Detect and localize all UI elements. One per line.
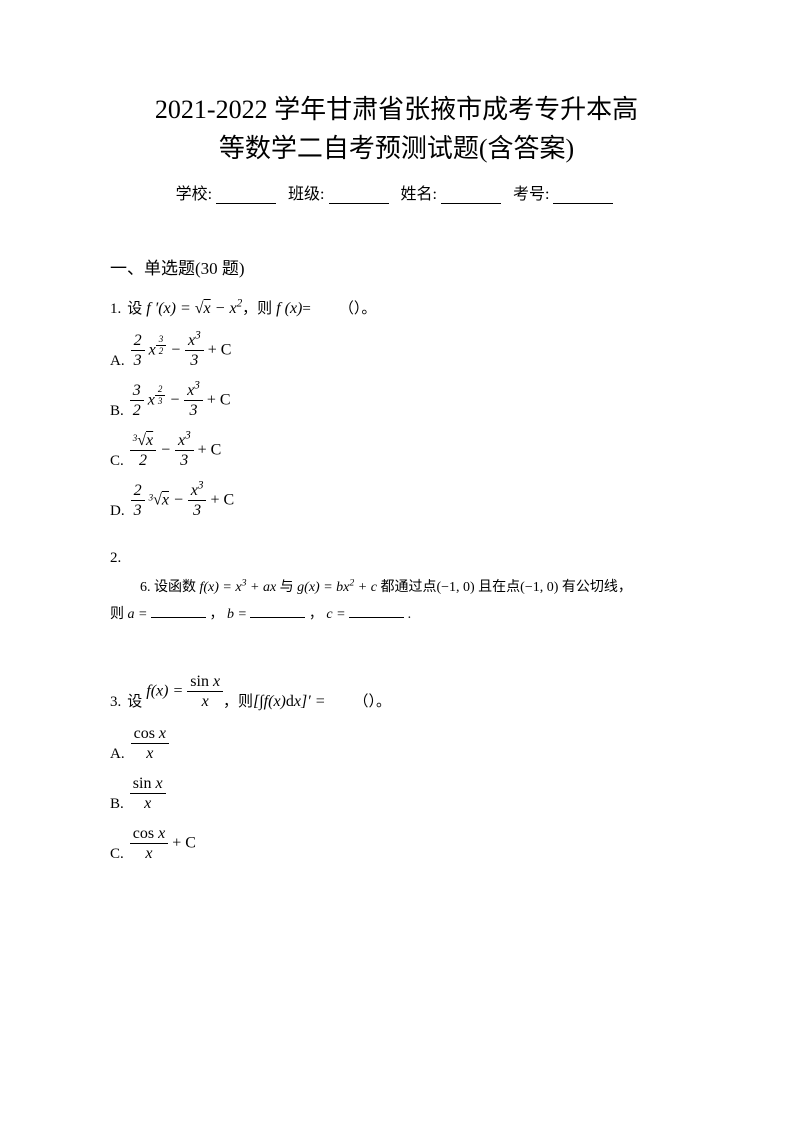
name-label: 姓名: bbox=[401, 186, 437, 203]
q2-mid1: 与 bbox=[280, 580, 294, 595]
q1-opt-c-label: C. bbox=[110, 453, 124, 470]
q3-opt-a-label: A. bbox=[110, 746, 125, 763]
question-3: 3. 设 f(x) = sin xx ，则 [∫f(x)dx]′ = （）。 A… bbox=[110, 673, 683, 863]
q2-blank-a bbox=[151, 606, 206, 618]
q2-text: 6. 设函数 f(x) = x3 + ax 与 g(x) = bx2 + c 都… bbox=[110, 575, 683, 628]
q2-a: a = bbox=[128, 607, 151, 622]
q1-opt-b-label: B. bbox=[110, 403, 124, 420]
q1-opt-d-label: D. bbox=[110, 503, 125, 520]
q2-number: 2. bbox=[110, 550, 683, 567]
q1-opt-b-math: 32 x23 − x33 + C bbox=[130, 382, 231, 420]
q1-paren: （）。 bbox=[339, 297, 377, 318]
class-blank bbox=[329, 188, 389, 204]
q2-b: b = bbox=[227, 607, 250, 622]
q2-comma1: ， bbox=[209, 607, 223, 622]
section-1-title: 一、单选题(30 题) bbox=[110, 254, 683, 279]
title-line-2: 等数学二自考预测试题(含答案) bbox=[110, 129, 683, 168]
q3-opt-b-label: B. bbox=[110, 796, 124, 813]
q3-opt-c-math: cos xx + C bbox=[130, 825, 196, 863]
q1-option-d: D. 23 3√x − x33 + C bbox=[110, 478, 683, 520]
question-2: 2. 6. 设函数 f(x) = x3 + ax 与 g(x) = bx2 + … bbox=[110, 550, 683, 628]
q1-prefix: 设 bbox=[127, 297, 142, 318]
q3-prefix: 设 bbox=[127, 690, 142, 711]
q1-fx: f (x) bbox=[272, 300, 302, 318]
q1-option-b: B. 32 x23 − x33 + C bbox=[110, 378, 683, 420]
class-label: 班级: bbox=[288, 186, 324, 203]
q3-option-b: B. sin xx bbox=[110, 771, 683, 813]
q1-fprime: f ′(x) = √x − x2 bbox=[142, 300, 242, 318]
q1-stem: 1. 设 f ′(x) = √x − x2 ，则 f (x) = （）。 bbox=[110, 297, 683, 318]
q2-mid2: 都通过点(−1, 0) 且在点(−1, 0) 有公切线， bbox=[380, 580, 631, 595]
q1-option-a: A. 23 x32 − x33 + C bbox=[110, 328, 683, 370]
q1-opt-c-math: 3√x2 − x33 + C bbox=[130, 432, 222, 470]
q1-option-c: C. 3√x2 − x33 + C bbox=[110, 428, 683, 470]
school-blank bbox=[216, 188, 276, 204]
q2-blank-c bbox=[349, 606, 404, 618]
examno-label: 考号: bbox=[513, 186, 549, 203]
q3-opt-a-math: cos xx bbox=[131, 725, 169, 763]
q1-number: 1. bbox=[110, 301, 121, 318]
q2-g: g(x) = bx2 + c bbox=[297, 580, 380, 595]
exam-title: 2021-2022 学年甘肃省张掖市成考专升本高 等数学二自考预测试题(含答案) bbox=[110, 90, 683, 168]
q3-stem: 3. 设 f(x) = sin xx ，则 [∫f(x)dx]′ = （）。 bbox=[110, 673, 683, 711]
title-line-1: 2021-2022 学年甘肃省张掖市成考专升本高 bbox=[110, 90, 683, 129]
q2-line2-prefix: 则 bbox=[110, 607, 124, 622]
q3-fx-def: f(x) = sin xx bbox=[142, 673, 223, 711]
q2-period: . bbox=[408, 607, 412, 622]
q3-integral: [∫f(x)dx]′ = bbox=[253, 693, 325, 711]
q1-opt-a-label: A. bbox=[110, 353, 125, 370]
q2-c: c = bbox=[326, 607, 349, 622]
q1-opt-a-math: 23 x32 − x33 + C bbox=[131, 332, 232, 370]
q1-eq: = bbox=[302, 301, 310, 318]
q2-comma2: ， bbox=[309, 607, 323, 622]
name-blank bbox=[441, 188, 501, 204]
q3-option-c: C. cos xx + C bbox=[110, 821, 683, 863]
q2-blank-b bbox=[250, 606, 305, 618]
examno-blank bbox=[553, 188, 613, 204]
q2-prefix: 6. 设函数 bbox=[140, 580, 196, 595]
q3-mid: ，则 bbox=[223, 690, 253, 711]
q3-paren: （）。 bbox=[354, 690, 392, 711]
q3-number: 3. bbox=[110, 694, 121, 711]
q3-opt-c-label: C. bbox=[110, 846, 124, 863]
q1-mid: ，则 bbox=[242, 297, 272, 318]
q1-opt-d-math: 23 3√x − x33 + C bbox=[131, 482, 235, 520]
question-1: 1. 设 f ′(x) = √x − x2 ，则 f (x) = （）。 A. … bbox=[110, 297, 683, 520]
school-label: 学校: bbox=[176, 186, 212, 203]
q2-f: f(x) = x3 + ax bbox=[200, 580, 280, 595]
q3-option-a: A. cos xx bbox=[110, 721, 683, 763]
student-info-line: 学校: 班级: 姓名: 考号: bbox=[110, 180, 683, 204]
q3-opt-b-math: sin xx bbox=[130, 775, 166, 813]
